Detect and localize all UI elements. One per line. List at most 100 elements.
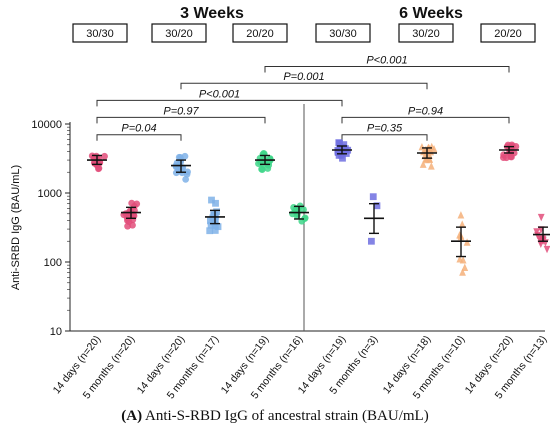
- dose-box: [151, 23, 207, 43]
- group-median: [332, 145, 352, 155]
- bracket-line: [96, 116, 266, 124]
- bracket-line: [96, 134, 182, 141]
- data-point: [210, 212, 218, 219]
- comparison-bracket: P=0.001: [180, 71, 428, 90]
- y-axis-label: Anti-SRBD IgG (BAU/mL): [10, 165, 22, 290]
- dose-box-label: 30/20: [412, 28, 440, 40]
- data-point: [292, 205, 300, 213]
- y-tick-label: 10: [50, 326, 62, 338]
- data-point: [508, 153, 515, 161]
- group-points: [418, 142, 438, 170]
- dose-box: [398, 23, 454, 43]
- comparison-bracket: P=0.04: [96, 123, 182, 141]
- dose-box-label: 30/30: [86, 28, 114, 40]
- data-point: [337, 151, 345, 159]
- p-value-label: P=0.97: [163, 105, 199, 117]
- p-value-label: P<0.001: [199, 88, 240, 100]
- comparison-bracket: P=0.94: [341, 105, 510, 124]
- data-point: [456, 255, 464, 263]
- caption-text: Anti-S-RBD IgG of ancestral strain (BAU/…: [142, 408, 429, 424]
- bracket-line: [264, 66, 510, 73]
- comparison-bracket: P=0.97: [96, 105, 266, 124]
- group-median: [499, 145, 519, 154]
- data-point: [182, 176, 190, 183]
- data-point: [207, 217, 214, 225]
- dose-box-label: 30/30: [329, 28, 357, 40]
- p-value-label: P<0.001: [366, 55, 407, 67]
- group-points: [533, 213, 550, 254]
- data-point: [367, 237, 375, 245]
- data-point: [211, 227, 219, 234]
- data-point: [172, 163, 180, 171]
- data-point: [300, 206, 307, 213]
- data-point: [130, 202, 138, 210]
- group-points: [172, 152, 191, 183]
- group-points: [456, 211, 471, 276]
- group-points: [334, 139, 352, 162]
- p-value-label: P=0.35: [367, 123, 403, 135]
- y-tick-label: 1000: [38, 188, 62, 200]
- data-point: [463, 238, 471, 246]
- group-median: [87, 154, 107, 166]
- p-value-label: P=0.04: [121, 123, 156, 135]
- data-point: [537, 240, 545, 248]
- data-point: [419, 160, 427, 168]
- group-points: [206, 196, 222, 235]
- data-point: [335, 139, 343, 147]
- comparison-bracket: P=0.35: [341, 123, 428, 141]
- dose-box: [72, 23, 128, 43]
- group-median: [205, 209, 225, 225]
- bracket-line: [96, 99, 343, 107]
- dose-box-label: 30/20: [165, 28, 193, 40]
- data-point: [212, 199, 219, 207]
- group-median: [255, 154, 275, 166]
- panel-title: 3 Weeks: [180, 5, 244, 22]
- dose-box: [315, 23, 371, 43]
- group-points: [367, 193, 381, 245]
- data-point: [175, 153, 183, 161]
- data-point: [211, 222, 219, 229]
- data-point: [369, 193, 377, 201]
- group-points: [120, 199, 141, 230]
- p-value-label: P=0.94: [408, 105, 443, 117]
- dose-box: [232, 23, 288, 43]
- data-point: [373, 202, 381, 210]
- data-point: [206, 227, 214, 235]
- data-point: [184, 168, 191, 176]
- group-median: [417, 147, 437, 159]
- dose-box: [480, 23, 536, 43]
- data-point: [533, 228, 541, 236]
- dose-box-label: 20/20: [246, 28, 274, 40]
- data-point: [122, 210, 130, 218]
- data-point: [537, 213, 545, 222]
- caption-label: (A): [121, 408, 143, 424]
- data-point: [543, 245, 550, 254]
- bracket-line: [341, 116, 510, 124]
- data-point: [457, 211, 465, 219]
- data-point: [129, 221, 136, 229]
- data-point: [426, 151, 433, 159]
- data-point: [341, 145, 349, 152]
- data-point: [208, 196, 215, 204]
- data-point: [461, 263, 469, 271]
- data-point: [459, 268, 466, 276]
- data-point: [207, 221, 215, 229]
- dose-box-label: 20/20: [494, 28, 522, 40]
- data-point: [101, 152, 108, 160]
- comparison-bracket: P<0.001: [96, 88, 343, 107]
- figure-caption: (A) Anti-S-RBD IgG of ancestral strain (…: [0, 408, 550, 425]
- panel-title: 6 Weeks: [399, 5, 463, 22]
- comparison-bracket: P<0.001: [264, 55, 510, 73]
- group-median: [451, 226, 471, 258]
- group-median: [289, 205, 309, 220]
- y-tick-label: 100: [44, 257, 62, 269]
- data-point: [95, 164, 103, 172]
- bracket-line: [341, 134, 428, 141]
- bracket-line: [180, 82, 428, 90]
- data-point: [458, 220, 466, 228]
- group-median: [364, 202, 384, 235]
- group-median: [171, 159, 191, 173]
- y-tick-label: 10000: [31, 119, 62, 131]
- group-median: [121, 206, 141, 219]
